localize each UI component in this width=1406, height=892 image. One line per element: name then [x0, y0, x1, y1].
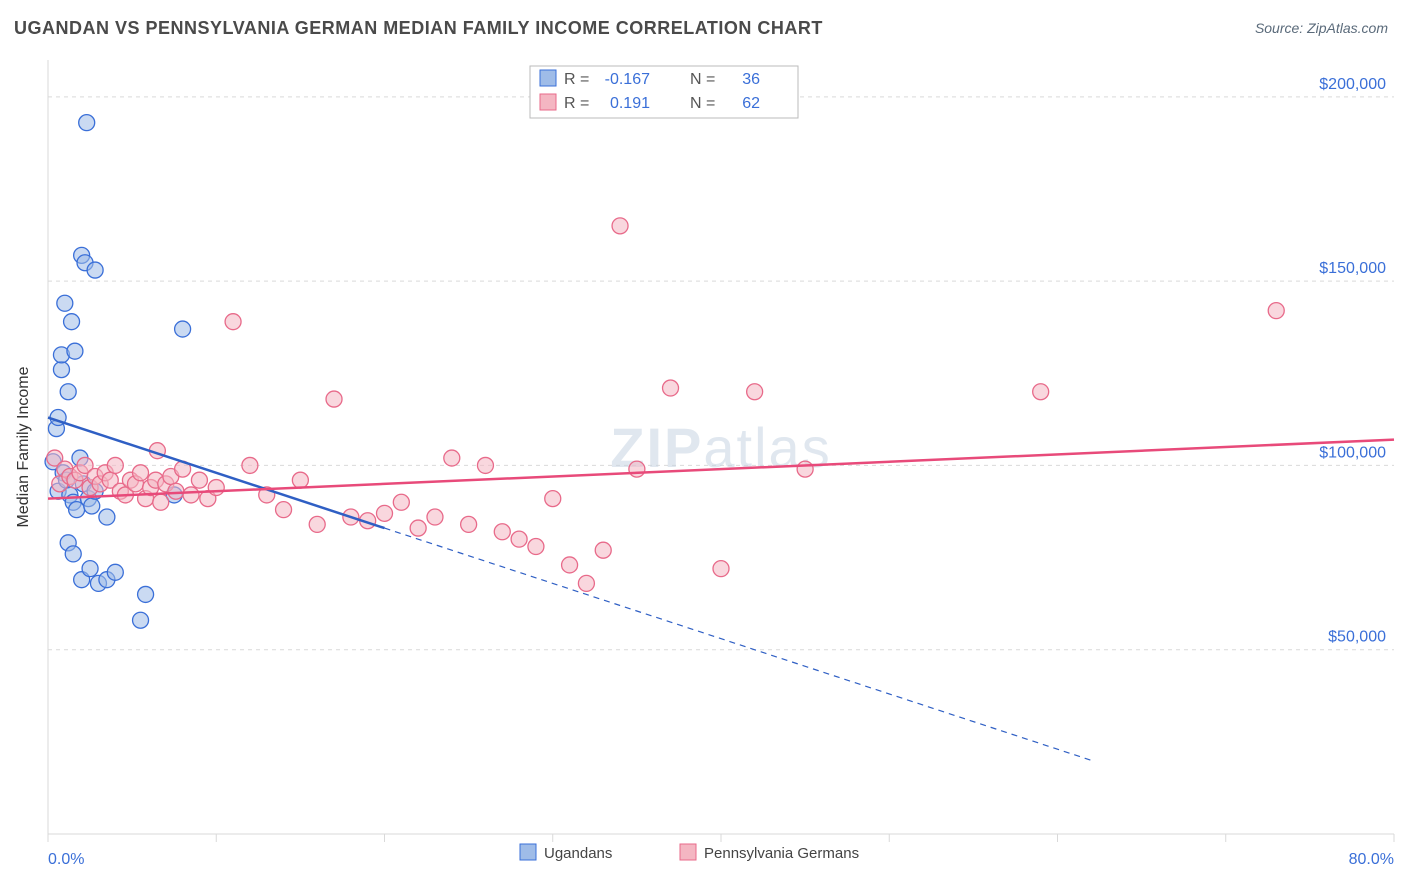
- data-point: [461, 516, 477, 532]
- data-point: [276, 502, 292, 518]
- data-point: [82, 561, 98, 577]
- data-point: [326, 391, 342, 407]
- data-point: [578, 575, 594, 591]
- data-point: [107, 564, 123, 580]
- data-point: [663, 380, 679, 396]
- legend-swatch: [540, 94, 556, 110]
- data-point: [562, 557, 578, 573]
- data-point: [53, 362, 69, 378]
- data-point: [545, 491, 561, 507]
- data-point: [713, 561, 729, 577]
- legend-swatch: [520, 844, 536, 860]
- data-point: [797, 461, 813, 477]
- data-point: [427, 509, 443, 525]
- svg-text:N =: N =: [690, 71, 715, 88]
- data-point: [57, 295, 73, 311]
- legend-label: Ugandans: [544, 845, 612, 862]
- data-point: [133, 465, 149, 481]
- data-point: [64, 314, 80, 330]
- data-point: [528, 539, 544, 555]
- svg-text:N =: N =: [690, 95, 715, 112]
- data-point: [138, 586, 154, 602]
- svg-text:$50,000: $50,000: [1328, 629, 1386, 646]
- svg-text:$200,000: $200,000: [1319, 76, 1386, 93]
- data-point: [1268, 303, 1284, 319]
- svg-text:62: 62: [742, 95, 760, 112]
- data-point: [309, 516, 325, 532]
- data-point: [67, 343, 83, 359]
- data-point: [377, 505, 393, 521]
- data-point: [225, 314, 241, 330]
- svg-text:R =: R =: [564, 95, 589, 112]
- data-point: [99, 509, 115, 525]
- data-point: [444, 450, 460, 466]
- data-point: [393, 494, 409, 510]
- data-point: [629, 461, 645, 477]
- svg-text:$150,000: $150,000: [1319, 260, 1386, 277]
- data-point: [175, 321, 191, 337]
- svg-text:36: 36: [742, 71, 760, 88]
- svg-text:R =: R =: [564, 71, 589, 88]
- data-point: [84, 498, 100, 514]
- data-point: [183, 487, 199, 503]
- data-point: [494, 524, 510, 540]
- data-point: [60, 384, 76, 400]
- data-point: [191, 472, 207, 488]
- source-credit: Source: ZipAtlas.com: [1255, 20, 1388, 36]
- data-point: [242, 457, 258, 473]
- trend-line-ext: [385, 528, 1092, 760]
- data-point: [477, 457, 493, 473]
- svg-text:$100,000: $100,000: [1319, 444, 1386, 461]
- data-point: [511, 531, 527, 547]
- data-point: [65, 546, 81, 562]
- data-point: [87, 262, 103, 278]
- svg-text:0.191: 0.191: [610, 95, 650, 112]
- legend-swatch: [540, 70, 556, 86]
- data-point: [1033, 384, 1049, 400]
- legend-swatch: [680, 844, 696, 860]
- svg-text:Median Family Income: Median Family Income: [15, 366, 32, 527]
- legend-label: Pennsylvania Germans: [704, 845, 859, 862]
- data-point: [168, 483, 184, 499]
- svg-text:80.0%: 80.0%: [1349, 851, 1394, 868]
- data-point: [208, 480, 224, 496]
- chart-title: UGANDAN VS PENNSYLVANIA GERMAN MEDIAN FA…: [14, 18, 823, 39]
- data-point: [410, 520, 426, 536]
- data-point: [153, 494, 169, 510]
- data-point: [747, 384, 763, 400]
- chart-container: UGANDAN VS PENNSYLVANIA GERMAN MEDIAN FA…: [0, 0, 1406, 892]
- data-point: [595, 542, 611, 558]
- data-point: [612, 218, 628, 234]
- data-point: [292, 472, 308, 488]
- data-point: [133, 612, 149, 628]
- scatter-chart: $50,000 $100,000 $150,000 $200,000 0.0% 80.0%…: [0, 0, 1406, 892]
- svg-text:0.0%: 0.0%: [48, 851, 84, 868]
- data-point: [79, 115, 95, 131]
- svg-text:-0.167: -0.167: [605, 71, 650, 88]
- data-point: [107, 457, 123, 473]
